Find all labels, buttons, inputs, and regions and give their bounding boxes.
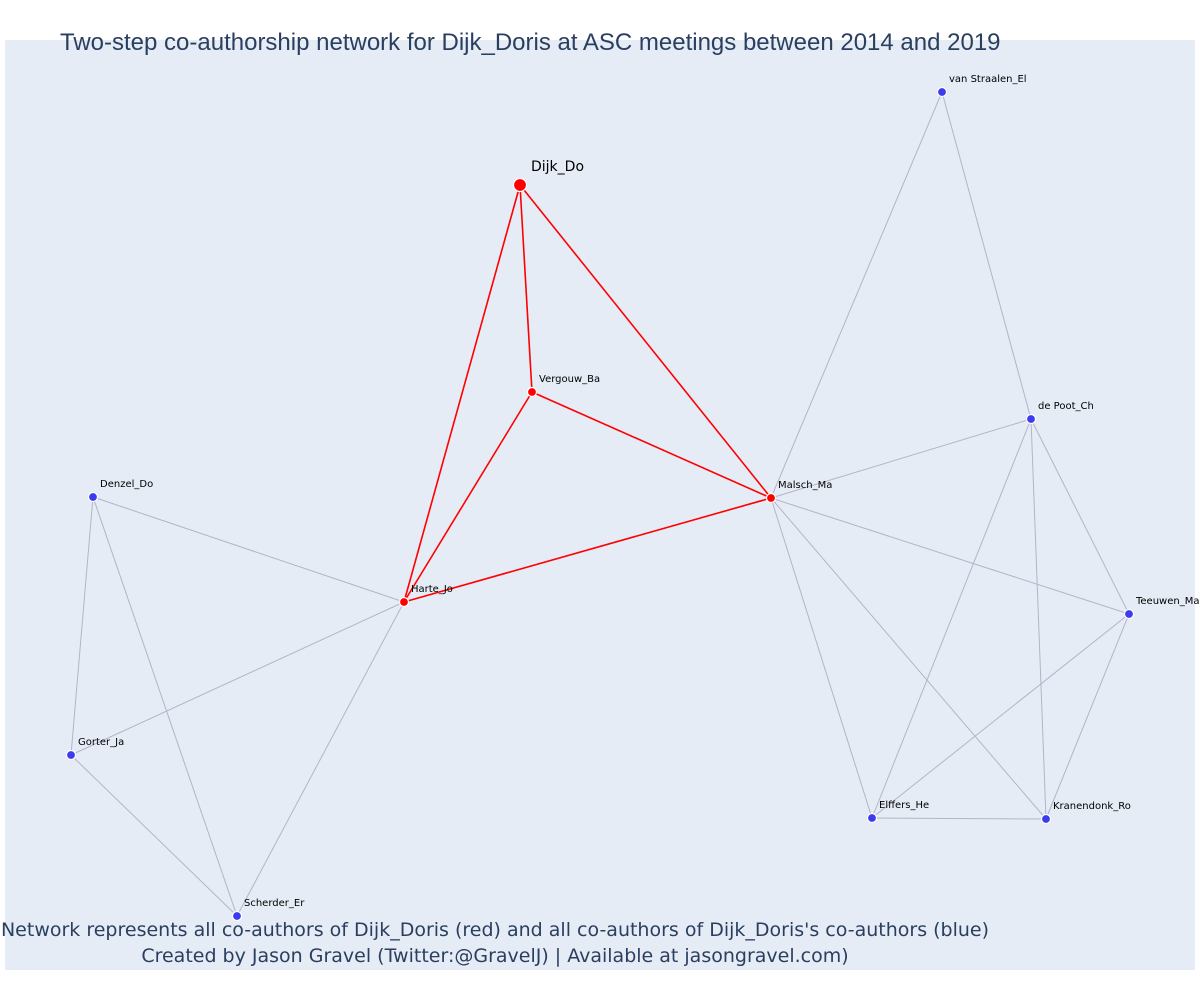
node-label-harte-jo: Harte_Jo	[411, 584, 453, 595]
edge-vergouw-ba-malsch-ma	[532, 392, 771, 498]
node-vergouw-ba[interactable]	[528, 388, 537, 397]
edge-malsch-ma-teeuwen-ma	[771, 498, 1129, 614]
edge-dijk-do-harte-jo	[404, 185, 520, 602]
node-gorter-ja[interactable]	[67, 751, 76, 760]
node-malsch-ma[interactable]	[767, 494, 776, 503]
edge-de-poot-ch-teeuwen-ma	[1031, 419, 1129, 614]
node-de-poot-ch[interactable]	[1027, 415, 1036, 424]
node-elffers-he[interactable]	[868, 814, 877, 823]
edge-teeuwen-ma-kranendonk-ro	[1046, 614, 1129, 819]
node-harte-jo[interactable]	[400, 598, 409, 607]
caption: Network represents all co-authors of Dij…	[0, 917, 990, 969]
node-label-elffers-he: Elffers_He	[879, 800, 929, 811]
edge-van-straalen-el-de-poot-ch	[942, 92, 1031, 419]
edge-de-poot-ch-kranendonk-ro	[1031, 419, 1046, 819]
node-label-malsch-ma: Malsch_Ma	[778, 480, 832, 491]
node-label-dijk-do: Dijk_Do	[531, 159, 584, 175]
edge-malsch-ma-elffers-he	[771, 498, 872, 818]
edge-elffers-he-kranendonk-ro	[872, 818, 1046, 819]
node-teeuwen-ma[interactable]	[1125, 610, 1134, 619]
node-label-kranendonk-ro: Kranendonk_Ro	[1053, 801, 1131, 812]
node-denzel-do[interactable]	[89, 493, 98, 502]
edge-harte-jo-malsch-ma	[404, 498, 771, 602]
edge-denzel-do-gorter-ja	[71, 497, 93, 755]
node-label-de-poot-ch: de Poot_Ch	[1038, 401, 1094, 412]
edge-de-poot-ch-elffers-he	[872, 419, 1031, 818]
caption-line-2: Created by Jason Gravel (Twitter:@Gravel…	[0, 943, 990, 969]
edge-malsch-ma-kranendonk-ro	[771, 498, 1046, 819]
edge-harte-jo-gorter-ja	[71, 602, 404, 755]
edge-denzel-do-scherder-er	[93, 497, 237, 916]
edge-harte-jo-scherder-er	[237, 602, 404, 916]
node-label-van-straalen-el: van Straalen_El	[949, 74, 1027, 85]
nodes-layer	[67, 88, 1134, 921]
node-label-scherder-er: Scherder_Er	[244, 898, 305, 909]
node-kranendonk-ro[interactable]	[1042, 815, 1051, 824]
edge-dijk-do-malsch-ma	[520, 185, 771, 498]
edge-gorter-ja-scherder-er	[71, 755, 237, 916]
caption-line-1: Network represents all co-authors of Dij…	[0, 917, 990, 943]
edge-dijk-do-vergouw-ba	[520, 185, 532, 392]
edges-layer	[71, 92, 1129, 916]
node-label-vergouw-ba: Vergouw_Ba	[539, 374, 600, 385]
node-label-teeuwen-ma: Teeuwen_Ma	[1135, 596, 1199, 607]
node-label-denzel-do: Denzel_Do	[100, 479, 153, 490]
node-van-straalen-el[interactable]	[938, 88, 947, 97]
edge-harte-jo-denzel-do	[93, 497, 404, 602]
node-label-gorter-ja: Gorter_Ja	[78, 737, 124, 748]
node-dijk-do[interactable]	[514, 179, 527, 192]
edge-malsch-ma-van-straalen-el	[771, 92, 942, 498]
labels-layer: Dijk_Do Vergouw_Ba Malsch_Ma Harte_Jo van St…	[78, 74, 1199, 909]
edge-teeuwen-ma-elffers-he	[872, 614, 1129, 818]
